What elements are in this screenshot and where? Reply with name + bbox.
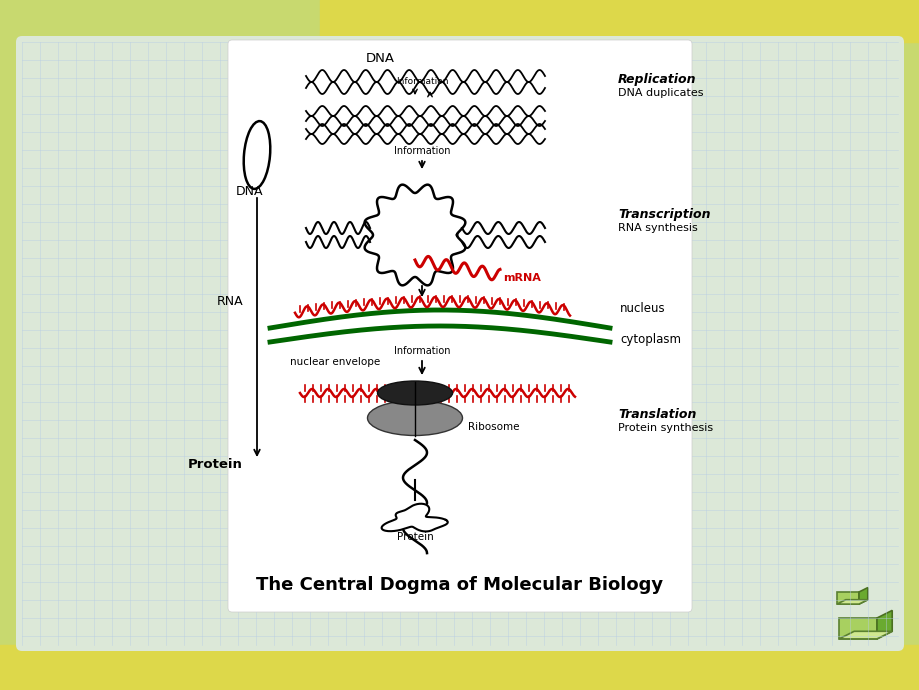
Polygon shape	[836, 600, 867, 604]
Text: Ribosome: Ribosome	[468, 422, 519, 432]
Text: The Central Dogma of Molecular Biology: The Central Dogma of Molecular Biology	[256, 576, 663, 594]
Text: Information: Information	[393, 146, 449, 156]
Text: DNA duplicates: DNA duplicates	[618, 88, 703, 98]
Polygon shape	[838, 631, 891, 639]
Ellipse shape	[367, 400, 462, 435]
Text: cytoplasm: cytoplasm	[619, 333, 680, 346]
Text: DNA: DNA	[236, 185, 264, 198]
Polygon shape	[364, 185, 465, 286]
Text: Replication: Replication	[618, 73, 696, 86]
Text: mRNA: mRNA	[503, 273, 540, 283]
FancyBboxPatch shape	[16, 36, 903, 651]
Polygon shape	[838, 618, 876, 639]
Bar	[0, 645, 919, 690]
Text: Information: Information	[393, 346, 449, 356]
Polygon shape	[381, 504, 448, 531]
FancyBboxPatch shape	[228, 40, 691, 612]
Text: Transcription: Transcription	[618, 208, 709, 221]
Text: RNA: RNA	[216, 295, 243, 308]
Text: Protein: Protein	[396, 532, 433, 542]
Polygon shape	[836, 592, 858, 604]
Text: Protein synthesis: Protein synthesis	[618, 423, 712, 433]
Bar	[320, 0, 919, 42]
Text: nucleus: nucleus	[619, 302, 665, 315]
Polygon shape	[876, 611, 891, 639]
Ellipse shape	[377, 381, 452, 405]
Text: nuclear envelope: nuclear envelope	[289, 357, 380, 367]
Text: Information: Information	[395, 77, 448, 86]
Text: Translation: Translation	[618, 408, 696, 421]
Polygon shape	[858, 588, 867, 604]
Text: DNA: DNA	[365, 52, 394, 65]
Text: RNA synthesis: RNA synthesis	[618, 223, 697, 233]
Text: Protein: Protein	[187, 458, 243, 471]
